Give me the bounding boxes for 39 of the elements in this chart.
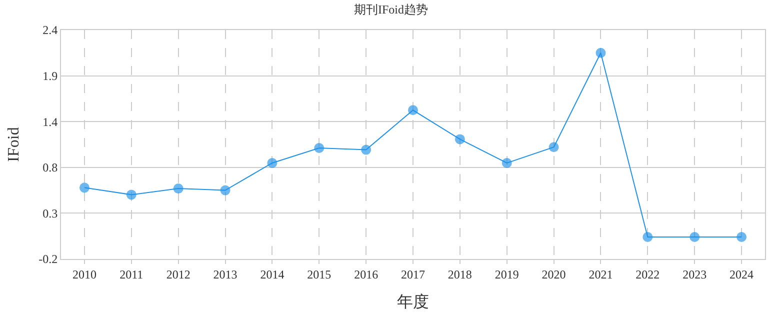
point — [690, 232, 700, 242]
x-tick-label: 2019 — [494, 267, 519, 282]
point — [596, 48, 606, 58]
point — [736, 232, 747, 242]
y-tick-label: -0.2 — [38, 252, 58, 266]
x-axis-title: 年度 — [397, 293, 429, 312]
point — [220, 185, 230, 196]
point — [314, 143, 324, 154]
y-tick-label: 1.4 — [42, 114, 58, 129]
y-tick-label: 1.9 — [42, 69, 58, 83]
point — [267, 158, 278, 168]
x-tick-label: 2017 — [401, 267, 425, 282]
y-axis-title: IFoid — [6, 127, 22, 162]
x-tick-label: 2012 — [166, 267, 190, 282]
point — [126, 190, 136, 200]
x-tick-label: 2022 — [636, 267, 660, 282]
point — [502, 158, 512, 168]
point — [642, 232, 653, 242]
x-tick-label: 2016 — [354, 267, 378, 282]
x-tick-label: 2018 — [448, 267, 472, 282]
point — [361, 144, 372, 155]
point — [173, 184, 184, 194]
x-tick-label: 2020 — [542, 267, 566, 282]
y-tick-label: 2.4 — [42, 23, 58, 38]
x-tick-label: 2011 — [120, 267, 144, 282]
x-tick-label: 2024 — [730, 267, 754, 282]
x-tick-label: 2010 — [72, 267, 96, 282]
point — [408, 105, 418, 116]
point — [548, 142, 559, 152]
x-tick-label: 2023 — [682, 267, 707, 282]
x-tick-label: 2021 — [588, 267, 613, 282]
x-tick-label: 2015 — [307, 267, 332, 282]
y-tick-label: 0.3 — [42, 206, 58, 220]
point — [454, 134, 465, 144]
y-tick-label: 0.8 — [42, 160, 58, 175]
chart-title: 期刊IFoid趋势 — [354, 2, 428, 16]
x-tick-label: 2013 — [213, 267, 238, 282]
point — [79, 182, 90, 193]
x-tick-label: 2014 — [260, 267, 284, 282]
